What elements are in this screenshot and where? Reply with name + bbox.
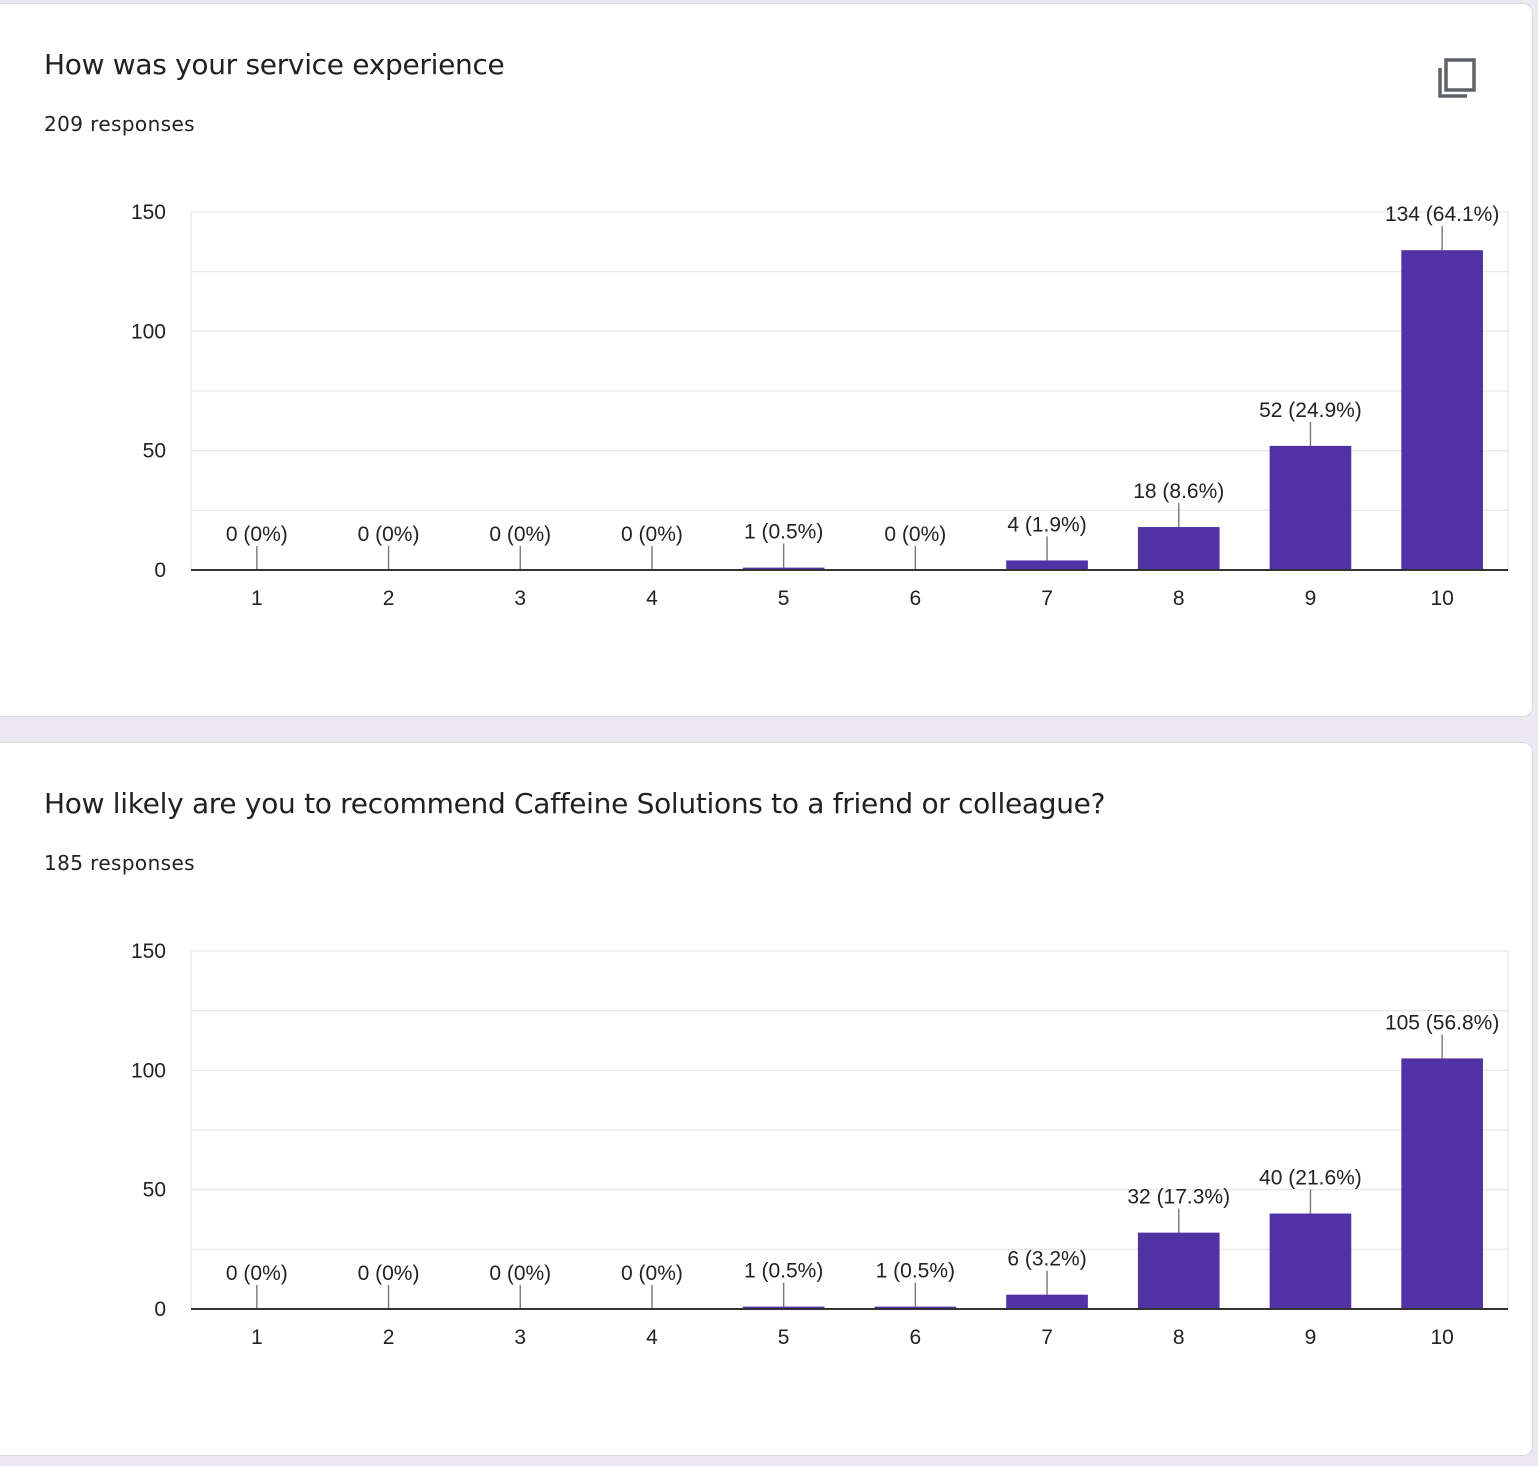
- data-label: 0 (0%): [621, 1262, 683, 1285]
- x-tick-label: 3: [514, 587, 526, 610]
- bar-8: [1137, 527, 1220, 570]
- data-label: 4 (1.9%): [1007, 513, 1086, 536]
- y-tick-label: 50: [143, 440, 166, 463]
- data-label: 0 (0%): [358, 523, 420, 546]
- x-tick-label: 2: [383, 587, 395, 610]
- x-tick-label: 4: [646, 587, 658, 610]
- x-tick-label: 3: [514, 1326, 526, 1349]
- bar-9: [1269, 1213, 1352, 1309]
- bar-7: [1006, 560, 1088, 570]
- data-label: 40 (21.6%): [1259, 1167, 1362, 1190]
- x-tick-label: 5: [778, 587, 790, 610]
- bar-8: [1137, 1232, 1220, 1309]
- data-label: 52 (24.9%): [1259, 399, 1362, 422]
- copy-icon: [1438, 58, 1476, 98]
- data-label: 0 (0%): [884, 523, 946, 546]
- data-label: 105 (56.8%): [1385, 1011, 1499, 1034]
- x-tick-label: 7: [1041, 587, 1053, 610]
- data-label: 1 (0.5%): [876, 1260, 955, 1283]
- x-tick-label: 8: [1173, 1326, 1185, 1349]
- y-tick-label: 0: [154, 559, 166, 582]
- question-title: How likely are you to recommend Caffeine…: [44, 787, 1106, 820]
- bar-5: [742, 1306, 825, 1309]
- y-tick-label: 150: [131, 201, 166, 224]
- y-tick-label: 100: [131, 1059, 166, 1082]
- x-tick-label: 10: [1430, 587, 1453, 610]
- data-label: 32 (17.3%): [1127, 1186, 1230, 1209]
- data-label: 1 (0.5%): [744, 521, 823, 544]
- data-label: 0 (0%): [621, 523, 683, 546]
- x-tick-label: 8: [1173, 587, 1185, 610]
- y-tick-label: 50: [143, 1179, 166, 1202]
- x-tick-label: 7: [1041, 1326, 1053, 1349]
- copy-chart-button[interactable]: [1435, 54, 1483, 102]
- question-card-service-experience: How was your service experience 209 resp…: [0, 3, 1533, 717]
- bar-10: [1401, 250, 1483, 571]
- x-tick-label: 9: [1305, 587, 1317, 610]
- data-label: 0 (0%): [489, 1262, 551, 1285]
- data-label: 0 (0%): [226, 1262, 288, 1285]
- x-tick-label: 5: [778, 1326, 790, 1349]
- x-tick-label: 10: [1430, 1326, 1453, 1349]
- response-count: 185 responses: [44, 851, 195, 875]
- y-tick-label: 100: [131, 320, 166, 343]
- data-label: 0 (0%): [226, 523, 288, 546]
- x-tick-label: 6: [910, 1326, 922, 1349]
- data-label: 134 (64.1%): [1385, 203, 1499, 226]
- data-label: 0 (0%): [489, 523, 551, 546]
- question-card-recommend: How likely are you to recommend Caffeine…: [0, 742, 1533, 1456]
- x-tick-label: 2: [383, 1326, 395, 1349]
- question-title: How was your service experience: [44, 48, 505, 81]
- bar-9: [1269, 445, 1352, 570]
- x-tick-label: 4: [646, 1326, 658, 1349]
- bar-chart-recommend: 0 50 100 150 0 (0%) 1 0 (0%) 2 0 (0%) 3 0 (0%) 4 1 (…: [131, 940, 1509, 1349]
- x-tick-label: 1: [251, 1326, 263, 1349]
- bar-chart-service-experience: 0 50 100 150 0 (0%) 1 0 (0%) 2 0 (0%) 3 0 (0%) 4 1 (…: [131, 201, 1509, 610]
- data-label: 1 (0.5%): [744, 1260, 823, 1283]
- response-count: 209 responses: [44, 112, 195, 136]
- bar-6: [874, 1306, 957, 1309]
- data-label: 6 (3.2%): [1007, 1248, 1086, 1271]
- data-label: 18 (8.6%): [1133, 480, 1224, 503]
- x-tick-label: 6: [910, 587, 922, 610]
- y-tick-label: 0: [154, 1298, 166, 1321]
- data-label: 0 (0%): [358, 1262, 420, 1285]
- bar-5: [742, 567, 825, 570]
- x-tick-label: 1: [251, 587, 263, 610]
- bar-10: [1401, 1058, 1483, 1309]
- x-tick-label: 9: [1305, 1326, 1317, 1349]
- bar-7: [1006, 1294, 1088, 1309]
- y-tick-label: 150: [131, 940, 166, 963]
